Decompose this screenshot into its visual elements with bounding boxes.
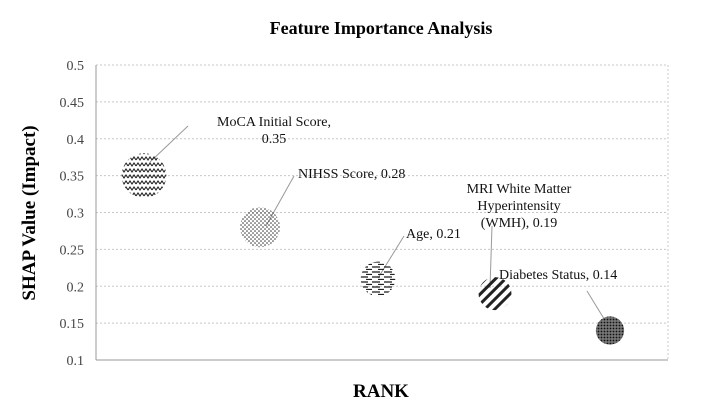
bubble-data-label: MoCA Initial Score, 0.35 [217,115,331,147]
leader-line [489,225,493,289]
bubble-data-label: NIHSS Score, 0.28 [298,167,405,182]
y-tick-label: 0.25 [60,243,85,258]
bubble-data-label: Age, 0.21 [406,227,461,242]
bubble [595,316,625,345]
y-axis-label: SHAP Value (Impact) [19,125,40,300]
y-tick-label: 0.15 [60,317,85,332]
axes [95,65,668,361]
y-tick-label: 0.3 [67,207,85,222]
bubble [360,261,396,297]
chart-title: Feature Importance Analysis [270,18,493,38]
y-tick-label: 0.5 [67,59,85,74]
y-tick-label: 0.2 [67,280,85,295]
y-tick-labels: 0.1 0.15 0.2 0.25 0.3 0.35 0.4 0.45 0.5 [60,59,85,369]
x-axis-label: RANK [353,381,409,402]
bubble [121,153,167,198]
bubble [478,277,512,311]
data-labels: MoCA Initial Score, 0.35 NIHSS Score, 0.28… [217,115,617,283]
gridlines [96,64,669,360]
y-tick-label: 0.35 [60,170,85,185]
leader-line [586,290,607,323]
leader-line [149,125,189,163]
bubble-data-label: MRI White Matter Hyperintensity (WMH), 0.1… [467,182,572,231]
y-tick-label: 0.4 [67,133,85,148]
y-tick-label: 0.45 [60,96,85,111]
bubble [240,207,280,248]
bubbles [121,153,625,345]
y-tick-label: 0.1 [67,354,85,369]
bubble-data-label: Diabetes Status, 0.14 [499,268,617,283]
